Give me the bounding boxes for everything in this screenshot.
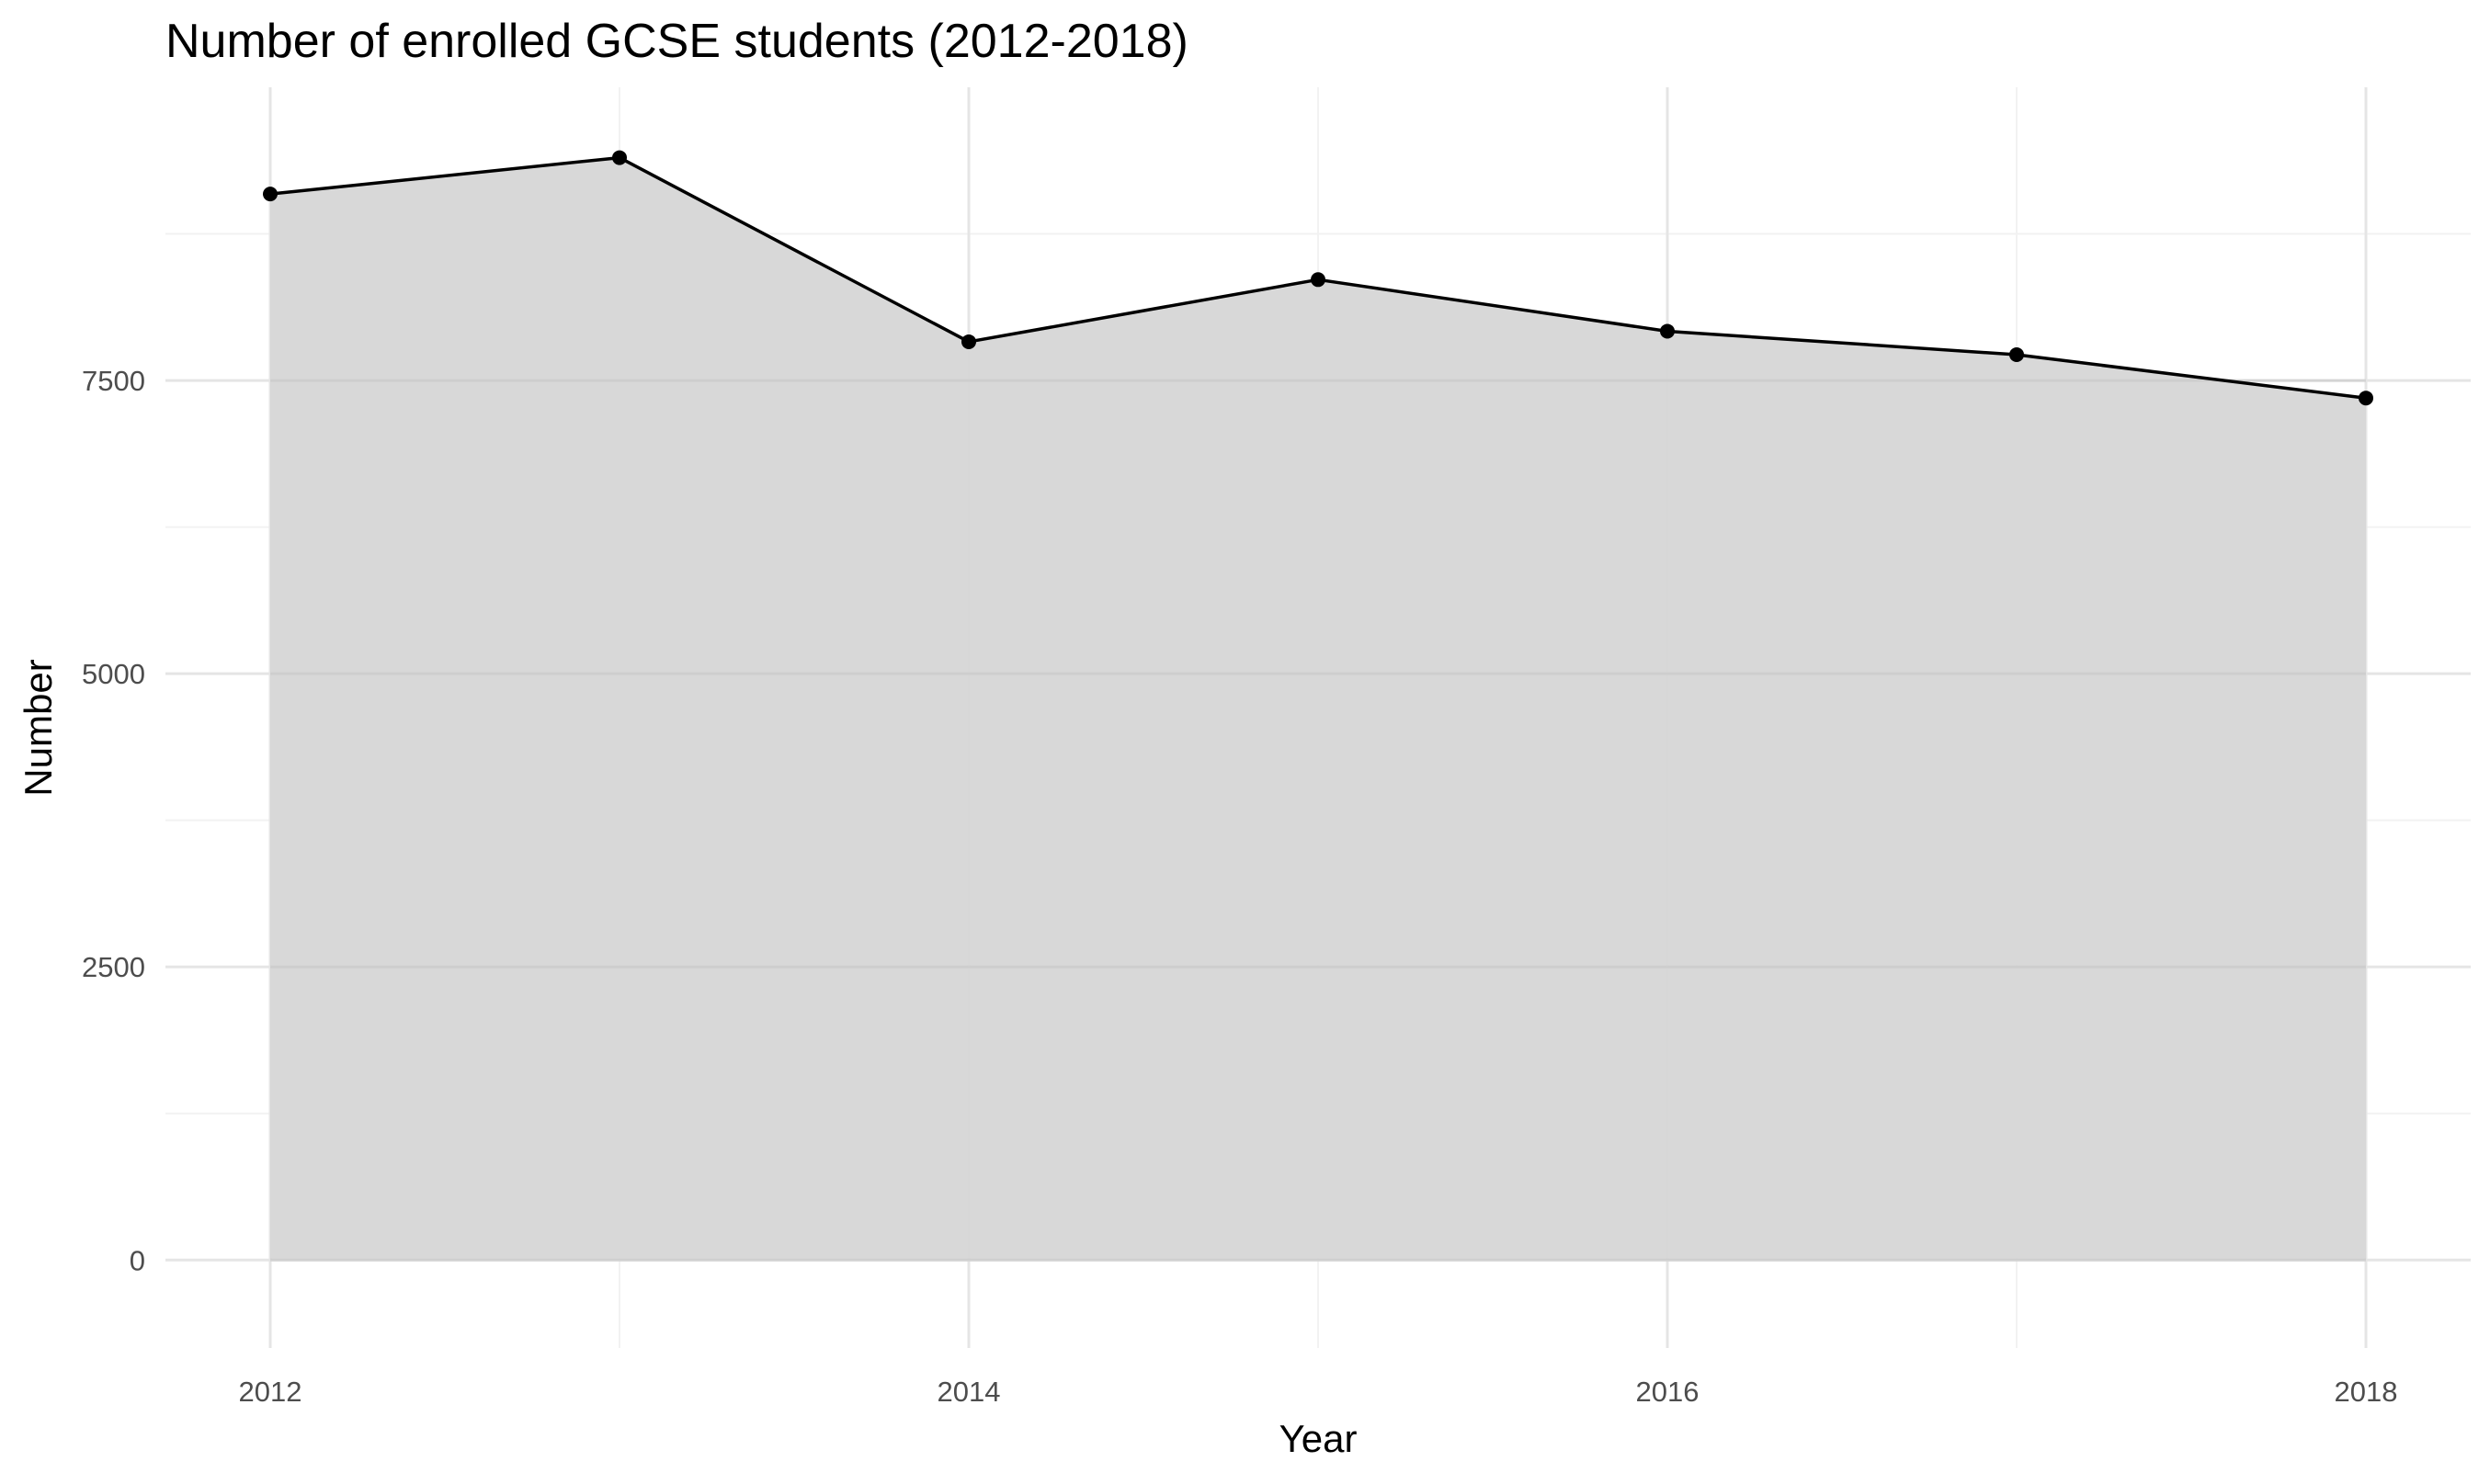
y-tick-label-0: 0 xyxy=(130,1244,145,1276)
point-layer xyxy=(263,150,2373,406)
data-point-2013 xyxy=(612,150,627,165)
x-tick-label-2014: 2014 xyxy=(938,1376,1001,1408)
data-point-2017 xyxy=(2009,346,2024,362)
data-point-2012 xyxy=(263,187,278,202)
x-axis-tick-labels: 2012 2014 2016 2018 xyxy=(239,1376,2398,1408)
area-fill xyxy=(270,157,2366,1261)
y-tick-label-7500: 7500 xyxy=(82,365,145,397)
y-axis-title: Number xyxy=(17,659,60,796)
area-layer xyxy=(270,157,2366,1262)
x-tick-label-2018: 2018 xyxy=(2335,1376,2398,1408)
data-point-2018 xyxy=(2359,391,2373,406)
y-tick-label-2500: 2500 xyxy=(82,951,145,983)
y-axis-tick-labels: 0 2500 5000 7500 xyxy=(82,365,145,1276)
data-point-2015 xyxy=(1311,272,1325,288)
x-axis-title: Year xyxy=(1279,1417,1358,1460)
data-point-2016 xyxy=(1660,323,1675,339)
data-point-2014 xyxy=(961,334,976,349)
x-tick-label-2012: 2012 xyxy=(239,1376,302,1408)
y-tick-label-5000: 5000 xyxy=(82,658,145,690)
chart-title: Number of enrolled GCSE students (2012-2… xyxy=(165,15,1188,68)
x-tick-label-2016: 2016 xyxy=(1636,1376,1700,1408)
